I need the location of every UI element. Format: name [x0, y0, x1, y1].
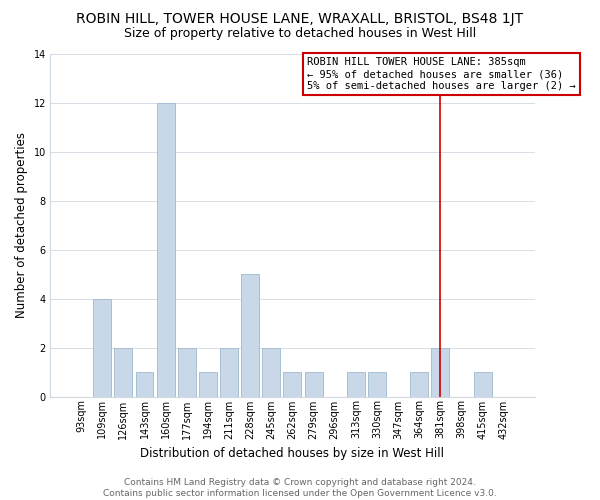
Bar — [368, 372, 386, 396]
Text: ROBIN HILL, TOWER HOUSE LANE, WRAXALL, BRISTOL, BS48 1JT: ROBIN HILL, TOWER HOUSE LANE, WRAXALL, B… — [76, 12, 524, 26]
Text: Contains HM Land Registry data © Crown copyright and database right 2024.
Contai: Contains HM Land Registry data © Crown c… — [103, 478, 497, 498]
Text: ROBIN HILL TOWER HOUSE LANE: 385sqm
← 95% of detached houses are smaller (36)
5%: ROBIN HILL TOWER HOUSE LANE: 385sqm ← 95… — [307, 58, 576, 90]
Bar — [241, 274, 259, 396]
Bar — [115, 348, 133, 397]
Bar — [305, 372, 323, 396]
Bar — [347, 372, 365, 396]
Bar — [262, 348, 280, 397]
Bar — [199, 372, 217, 396]
Bar — [410, 372, 428, 396]
Bar — [473, 372, 491, 396]
Bar — [431, 348, 449, 397]
Text: Size of property relative to detached houses in West Hill: Size of property relative to detached ho… — [124, 28, 476, 40]
Bar — [136, 372, 154, 396]
Bar — [157, 103, 175, 397]
Bar — [220, 348, 238, 397]
Bar — [93, 298, 111, 396]
X-axis label: Distribution of detached houses by size in West Hill: Distribution of detached houses by size … — [140, 447, 445, 460]
Bar — [178, 348, 196, 397]
Bar — [283, 372, 301, 396]
Y-axis label: Number of detached properties: Number of detached properties — [15, 132, 28, 318]
